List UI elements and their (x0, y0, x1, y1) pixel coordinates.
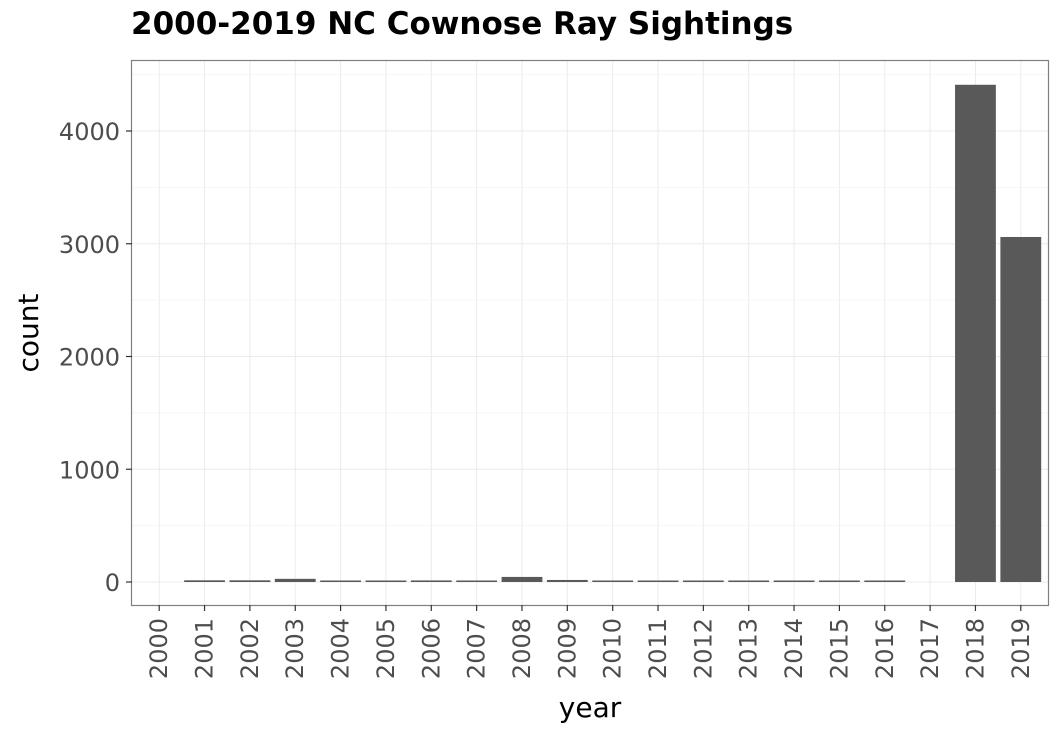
bar-2009 (546, 579, 588, 582)
bar-2010 (592, 580, 634, 582)
y-tick-label: 1000 (59, 456, 120, 484)
x-tick-label: 2011 (644, 618, 672, 679)
x-tick-label: 2004 (327, 618, 355, 679)
bars (184, 84, 1042, 583)
bar-2015 (819, 580, 860, 582)
bar-2002 (229, 580, 271, 582)
bar-2007 (456, 580, 498, 582)
x-tick-label: 2008 (508, 618, 536, 679)
x-tick-label: 2005 (372, 618, 400, 679)
x-tick-label: 2003 (281, 618, 309, 679)
y-tick-label: 3000 (59, 231, 120, 259)
bar-2018 (955, 84, 996, 583)
chart-title: 2000-2019 NC Cownose Ray Sightings (131, 6, 794, 42)
bar-2001 (184, 580, 225, 582)
bar-2005 (365, 580, 407, 582)
x-tick-label: 2001 (191, 618, 219, 679)
x-tick-label: 2017 (916, 618, 944, 679)
x-tick-label: 2019 (1007, 618, 1035, 679)
plot-panel-border (130, 59, 1050, 607)
y-axis: 0 1000 2000 3000 4000 (59, 118, 132, 597)
x-tick-label: 2000 (145, 618, 173, 679)
x-tick-label: 2007 (463, 618, 491, 679)
bar-2014 (773, 580, 815, 582)
x-tick-label: 2018 (961, 618, 989, 679)
x-tick-label: 2013 (735, 618, 763, 679)
x-axis-title: year (559, 691, 622, 724)
y-tick-label: 0 (105, 569, 120, 597)
gridlines (132, 61, 1048, 605)
bar-2011 (637, 580, 679, 582)
x-tick-label: 2015 (825, 618, 853, 679)
bar-2006 (410, 580, 452, 582)
bar-2003 (274, 578, 316, 582)
x-tick-label: 2016 (871, 618, 899, 679)
bar-2016 (864, 580, 906, 582)
x-tick-label: 2014 (780, 618, 808, 679)
y-tick-label: 4000 (59, 118, 120, 146)
x-tick-label: 2009 (553, 618, 581, 679)
bar-2013 (728, 580, 770, 582)
y-axis-title: count (12, 293, 45, 372)
bar-2008 (501, 576, 543, 582)
x-tick-label: 2012 (689, 618, 717, 679)
bar-2012 (682, 580, 724, 582)
y-tick-label: 2000 (59, 344, 120, 372)
x-tick-label: 2002 (236, 618, 264, 679)
x-axis: 2000 2001 2002 2003 2004 2005 2006 2007 2008 2009… (145, 605, 1035, 679)
bar-2004 (320, 580, 361, 582)
x-tick-label: 2006 (417, 618, 445, 679)
bar-2019 (1000, 236, 1042, 583)
x-tick-label: 2010 (599, 618, 627, 679)
